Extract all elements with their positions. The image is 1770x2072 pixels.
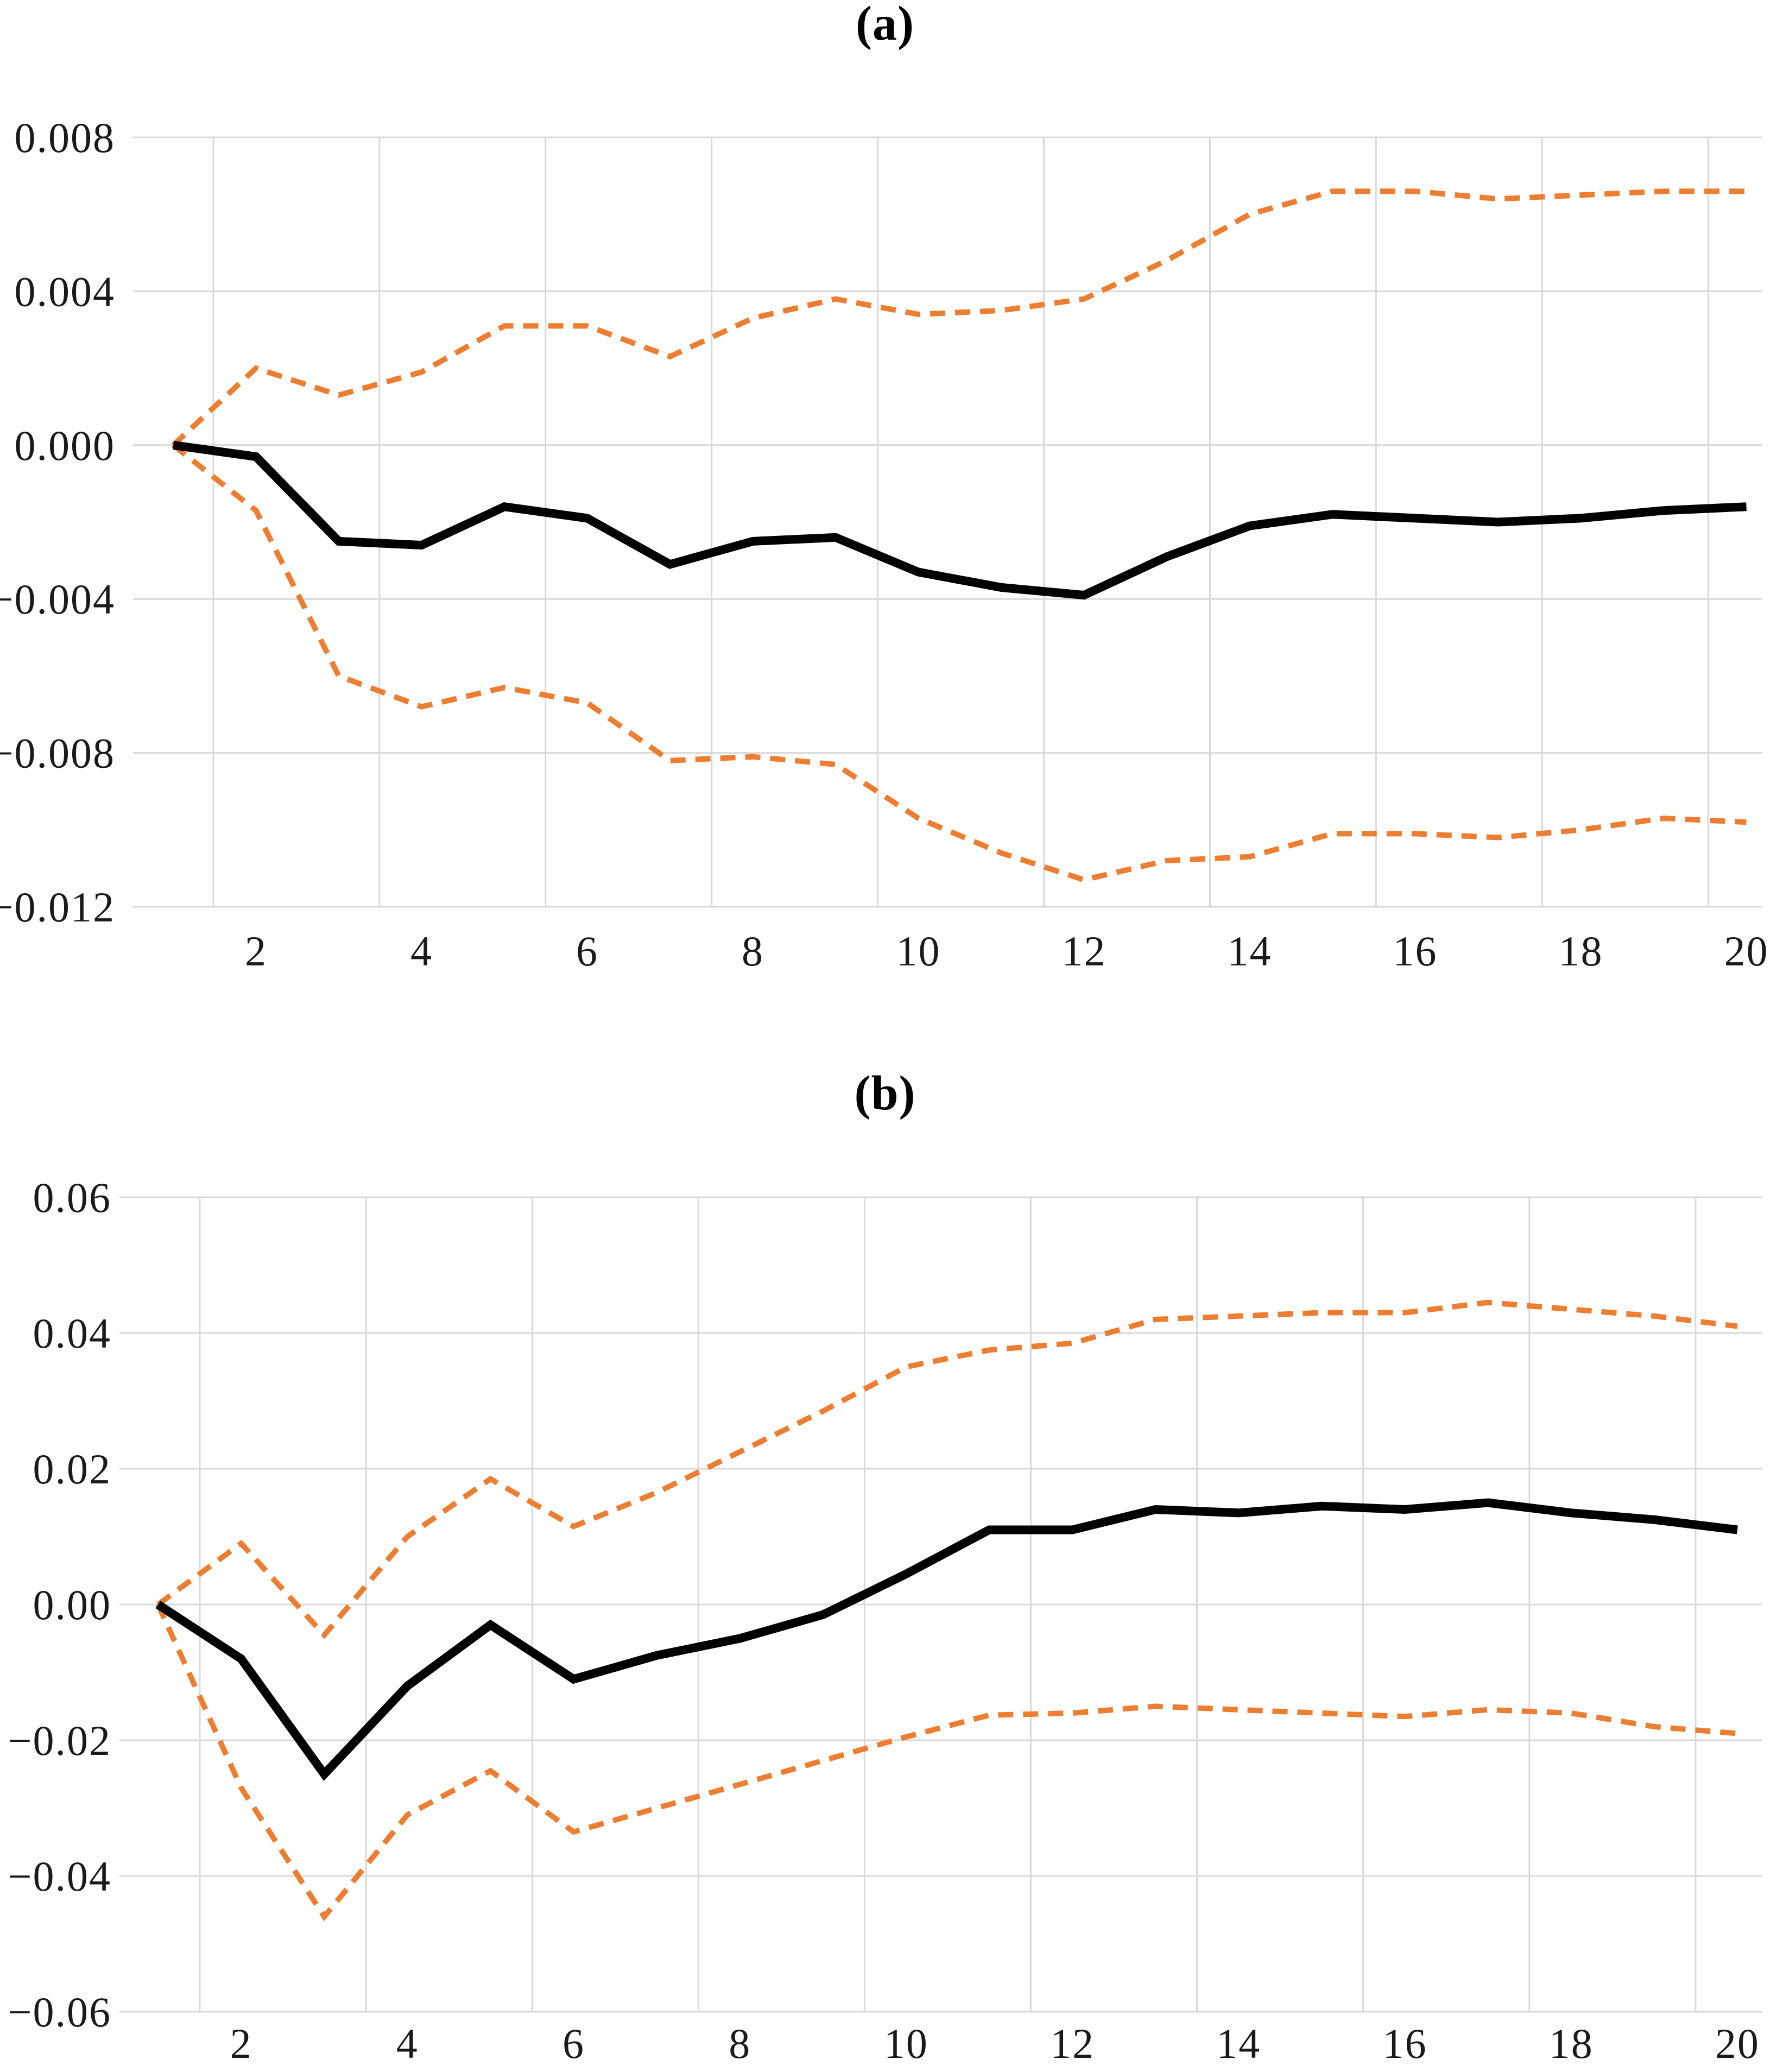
chart-b: 0.06 0.04 0.02 0.00 −0.02 −0.04 −0.06 2 4 6 8 10 12 1… (8, 1174, 1762, 2067)
chart-a-title: (a) (856, 0, 914, 50)
y-tick-label: −0.02 (8, 1717, 112, 1764)
x-tick-label: 10 (896, 927, 941, 975)
y-tick-label: 0.04 (33, 1310, 112, 1357)
x-tick-label: 20 (1724, 927, 1769, 975)
series-impulse-response-mean (172, 440, 1747, 600)
series-impulse-response-mean (155, 1498, 1738, 1782)
x-tick-label: 14 (1216, 2020, 1261, 2067)
x-tick-label: 8 (729, 2020, 751, 2067)
x-tick-label: 2 (245, 927, 267, 975)
y-tick-label: −0.004 (0, 576, 115, 623)
x-tick-label: 18 (1549, 2020, 1594, 2067)
y-tick-label: 0.004 (15, 268, 116, 315)
y-tick-label: 0.008 (15, 114, 116, 161)
chart-a: 0.008 0.004 0.000 −0.004 −0.008 −0.012 2 4 6 8 10 1… (0, 114, 1769, 975)
x-tick-label: 4 (410, 927, 433, 975)
x-tick-label: 12 (1062, 927, 1107, 975)
y-tick-label: −0.06 (8, 1988, 112, 2036)
x-tick-label: 2 (230, 2020, 252, 2067)
x-tick-label: 18 (1559, 927, 1603, 975)
x-tick-label: 8 (742, 927, 764, 975)
y-tick-label: 0.000 (15, 422, 116, 469)
series-lower-confidence-band (155, 1603, 1738, 1922)
y-tick-label: 0.06 (33, 1174, 112, 1221)
y-tick-label: −0.04 (8, 1853, 112, 1900)
x-tick-label: 10 (884, 2020, 928, 2067)
y-tick-label: −0.012 (0, 883, 115, 931)
x-tick-label: 14 (1228, 927, 1272, 975)
x-tick-label: 6 (562, 2020, 585, 2067)
x-tick-label: 6 (576, 927, 598, 975)
x-tick-label: 12 (1050, 2020, 1095, 2067)
x-tick-label: 16 (1383, 2020, 1427, 2067)
series-upper-confidence-band (171, 188, 1747, 447)
chart-b-title: (b) (854, 1066, 916, 1120)
y-tick-label: −0.008 (0, 730, 115, 777)
y-tick-label: 0.00 (33, 1581, 112, 1628)
x-tick-label: 20 (1715, 2020, 1760, 2067)
y-tick-label: 0.02 (33, 1445, 112, 1493)
series-upper-confidence-band (156, 1299, 1738, 1639)
x-tick-label: 4 (396, 2020, 419, 2067)
x-tick-label: 16 (1393, 927, 1438, 975)
series-lower-confidence-band (171, 443, 1747, 883)
